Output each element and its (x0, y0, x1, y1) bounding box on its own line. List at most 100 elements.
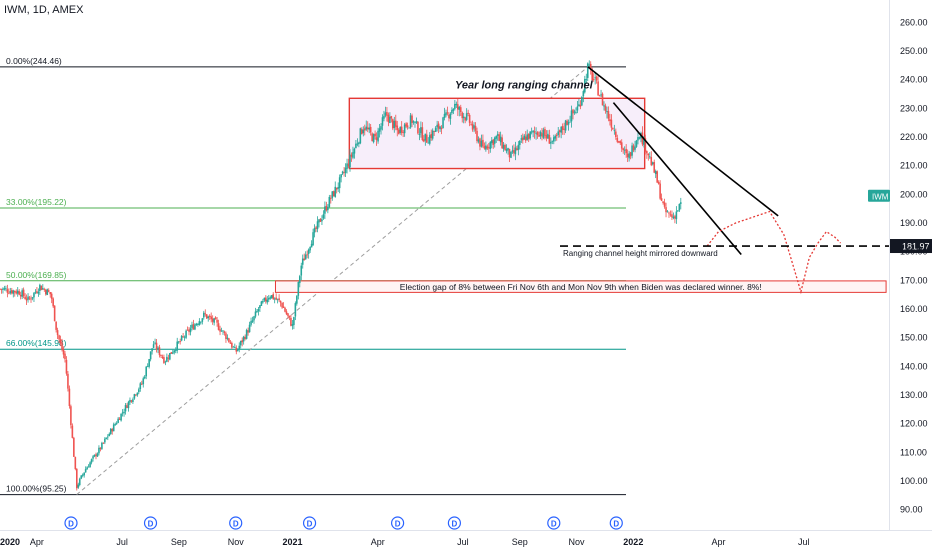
candle-body (77, 484, 80, 488)
candle-body (615, 131, 617, 137)
candle-body (93, 454, 96, 457)
price-tick-label: 170.00 (900, 275, 928, 285)
candle-body (281, 302, 283, 308)
candle-body (64, 353, 66, 360)
candle-body (632, 145, 635, 151)
candle-body (366, 127, 369, 130)
candle-body (33, 292, 35, 298)
candle-body (677, 210, 679, 212)
candle-body (136, 392, 139, 396)
candle-body (59, 339, 62, 344)
candle-body (490, 140, 493, 144)
time-tick-label: Jul (457, 537, 469, 547)
candle-body (73, 437, 75, 457)
candle-body (533, 131, 536, 133)
candle-body (222, 330, 224, 332)
candle-body (474, 125, 477, 131)
candle-body (325, 205, 328, 211)
fib-level-label: 50.00%(169.85) (6, 270, 67, 280)
candle-body (16, 290, 19, 294)
candle-body (554, 136, 557, 139)
candle-body (266, 299, 269, 303)
price-tick-label: 230.00 (900, 103, 928, 113)
candle-body (197, 324, 199, 325)
candle-body (530, 131, 533, 133)
candle-body (384, 112, 387, 116)
candle-body (272, 294, 275, 300)
candle-body (247, 330, 249, 333)
candle-body (211, 318, 214, 322)
candle-body (480, 140, 483, 147)
candle-body (346, 163, 348, 169)
candle-body (220, 330, 223, 332)
candle-body (598, 95, 601, 97)
candle-body (393, 120, 396, 128)
candle-body (638, 137, 641, 139)
candle-body (312, 232, 314, 245)
candle-body (291, 324, 294, 326)
candle-body (539, 132, 542, 137)
symbol-badge-label: IWM (872, 192, 889, 201)
candle-body (347, 163, 350, 167)
candle-body (21, 290, 23, 297)
candle-body (259, 305, 261, 309)
candle-body (541, 133, 543, 137)
candle-body (275, 297, 277, 300)
candle-body (575, 111, 577, 113)
candle-body (458, 106, 461, 110)
candle-body (610, 119, 613, 128)
candle-body (516, 148, 518, 151)
candle-body (127, 401, 130, 409)
candle-body (50, 293, 53, 299)
candle-body (18, 291, 20, 295)
candle-body (581, 96, 583, 106)
candle-body (40, 285, 43, 291)
candle-body (483, 146, 486, 149)
candle-body (121, 412, 124, 414)
candle-body (381, 117, 384, 126)
candle-body (115, 423, 118, 425)
time-tick-label: Apr (371, 537, 385, 547)
candle-body (101, 442, 103, 449)
candle-body (654, 171, 657, 174)
candle-body (189, 328, 192, 333)
candle-body (90, 459, 93, 463)
candle-body (2, 288, 4, 290)
ranging-channel-box (348, 97, 646, 170)
candle-body (553, 137, 555, 142)
candle-body (11, 290, 13, 294)
time-tick-label: 2021 (283, 537, 303, 547)
candle-body (87, 466, 90, 468)
candle-body (637, 137, 639, 141)
candle-body (176, 341, 179, 351)
candle-body (37, 291, 40, 294)
candle-body (201, 318, 204, 322)
candle-body (386, 112, 388, 116)
candle-body (174, 350, 177, 351)
candle-body (169, 353, 171, 360)
candle-body (3, 288, 6, 290)
price-tick-label: 210.00 (900, 161, 928, 171)
candle-body (603, 105, 605, 107)
candle-body (378, 128, 381, 132)
candle-body (437, 123, 440, 129)
candle-body (582, 91, 585, 97)
candle-body (231, 342, 233, 348)
candle-body (623, 149, 626, 151)
candle-body (669, 214, 672, 216)
candle-body (234, 347, 236, 348)
candle-body (362, 129, 365, 134)
candle-body (424, 133, 427, 141)
candle-body (269, 297, 272, 299)
candle-body (56, 330, 59, 336)
candle-body (662, 201, 664, 203)
candle-body (508, 149, 511, 158)
dividend-marker (302, 516, 317, 530)
candle-body (620, 142, 623, 149)
candle-body (361, 129, 363, 135)
candle-body (402, 131, 404, 133)
candle-body (368, 127, 370, 130)
candle-body (431, 130, 434, 139)
candle-body (405, 123, 407, 127)
